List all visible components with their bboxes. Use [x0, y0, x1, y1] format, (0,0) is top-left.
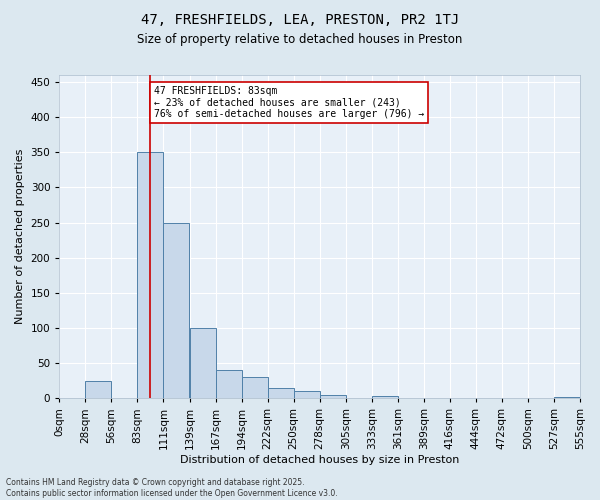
Text: Size of property relative to detached houses in Preston: Size of property relative to detached ho… — [137, 32, 463, 46]
Bar — [268, 388, 293, 398]
X-axis label: Distribution of detached houses by size in Preston: Distribution of detached houses by size … — [180, 455, 460, 465]
Text: Contains HM Land Registry data © Crown copyright and database right 2025.
Contai: Contains HM Land Registry data © Crown c… — [6, 478, 338, 498]
Bar — [320, 395, 346, 398]
Bar — [554, 397, 580, 398]
Bar — [293, 392, 320, 398]
Bar — [242, 377, 268, 398]
Text: 47, FRESHFIELDS, LEA, PRESTON, PR2 1TJ: 47, FRESHFIELDS, LEA, PRESTON, PR2 1TJ — [141, 12, 459, 26]
Y-axis label: Number of detached properties: Number of detached properties — [15, 149, 25, 324]
Bar — [85, 380, 112, 398]
Bar — [163, 222, 190, 398]
Bar — [215, 370, 242, 398]
Bar — [190, 328, 215, 398]
Bar — [137, 152, 163, 398]
Text: 47 FRESHFIELDS: 83sqm
← 23% of detached houses are smaller (243)
76% of semi-det: 47 FRESHFIELDS: 83sqm ← 23% of detached … — [154, 86, 425, 118]
Bar — [372, 396, 398, 398]
